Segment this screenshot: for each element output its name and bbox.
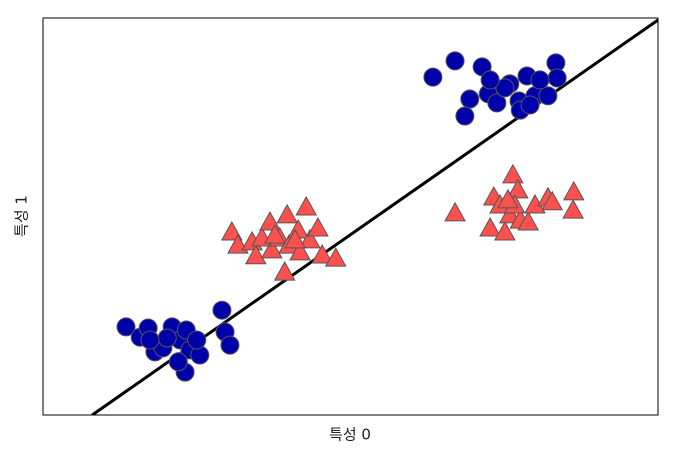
triangle-point — [289, 240, 311, 261]
triangle-point — [562, 199, 584, 219]
triangle-point — [220, 220, 243, 241]
triangle-point — [497, 188, 519, 209]
triangle-point — [311, 243, 334, 264]
triangle-point — [498, 203, 521, 224]
triangle-point — [284, 228, 306, 249]
circle-point — [212, 300, 232, 320]
triangle-point — [479, 216, 501, 237]
triangle-point — [494, 220, 516, 241]
triangle-point — [444, 201, 466, 222]
circle-point — [495, 78, 515, 98]
circle-point — [423, 67, 443, 87]
y-axis-label: 특성 1 — [13, 195, 31, 237]
circle-point — [530, 70, 550, 90]
triangle-point — [562, 180, 585, 201]
triangle-point — [260, 238, 283, 259]
triangle-point — [324, 247, 347, 267]
triangle-point — [502, 163, 524, 184]
circle-point — [168, 352, 188, 372]
triangle-point — [264, 224, 286, 244]
triangle-point — [244, 244, 267, 265]
circle-point — [460, 89, 480, 109]
triangle-point — [276, 203, 299, 224]
triangle-point — [307, 216, 329, 237]
circle-point — [187, 330, 207, 350]
triangle-point — [295, 195, 318, 216]
circle-point — [157, 328, 177, 348]
circle-point — [480, 70, 500, 90]
circle-point — [140, 330, 160, 350]
triangle-point — [541, 190, 564, 211]
circle-point — [520, 95, 540, 115]
triangle-point — [506, 178, 529, 199]
circle-point — [220, 335, 240, 355]
circle-point — [538, 86, 558, 106]
circle-point — [445, 51, 465, 71]
x-axis-label: 특성 0 — [329, 426, 371, 444]
circle-point — [455, 106, 475, 126]
circle-point — [116, 317, 136, 337]
triangle-point — [517, 211, 540, 231]
circle-point — [547, 68, 567, 88]
circle-point — [487, 93, 507, 113]
triangle-point — [299, 228, 321, 249]
triangle-point — [273, 261, 296, 281]
